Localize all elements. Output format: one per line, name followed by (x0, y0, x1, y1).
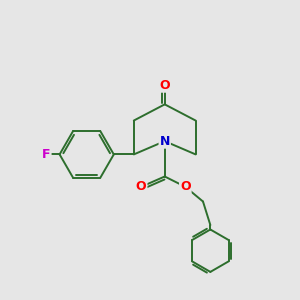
Text: N: N (160, 135, 170, 148)
Text: O: O (180, 180, 190, 193)
Text: F: F (42, 148, 51, 161)
Text: O: O (136, 180, 146, 193)
Text: O: O (159, 79, 170, 92)
